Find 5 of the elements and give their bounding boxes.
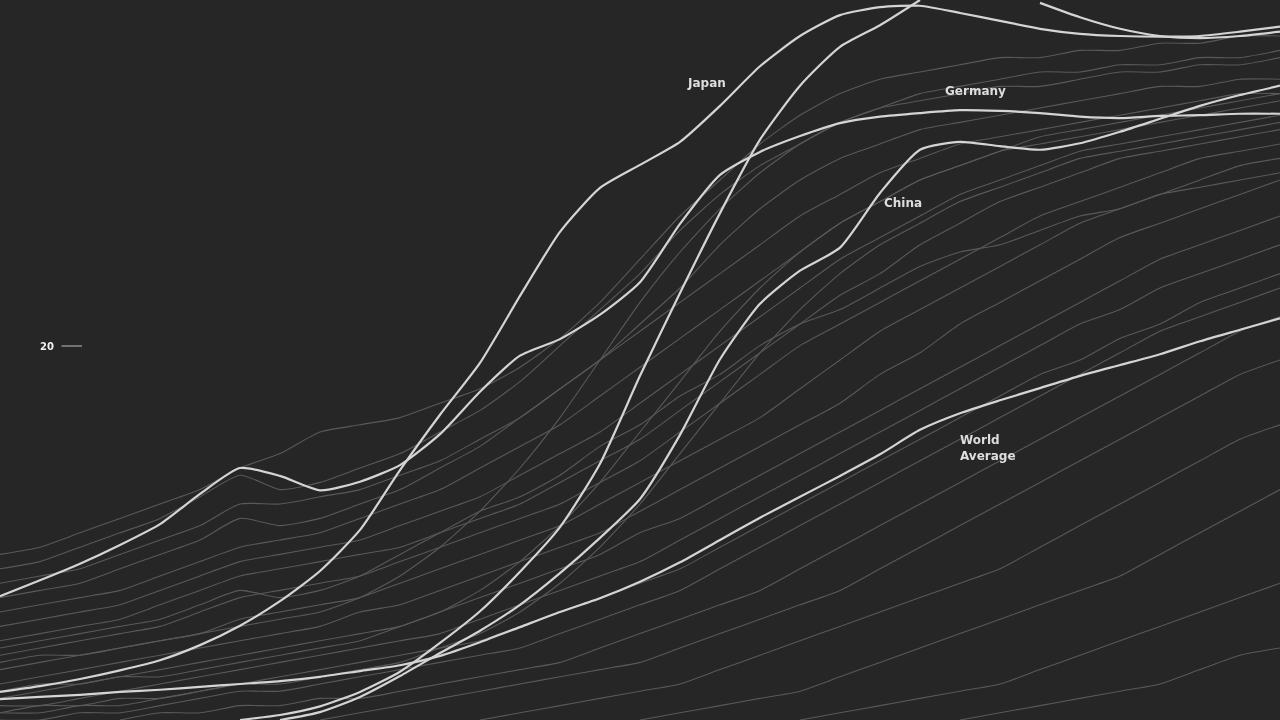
series-label: China	[884, 196, 923, 210]
series-label: Germany	[945, 84, 1007, 98]
series-label: World Average	[960, 433, 1016, 463]
series-label: Japan	[687, 76, 726, 90]
annotation: 20	[40, 341, 54, 352]
